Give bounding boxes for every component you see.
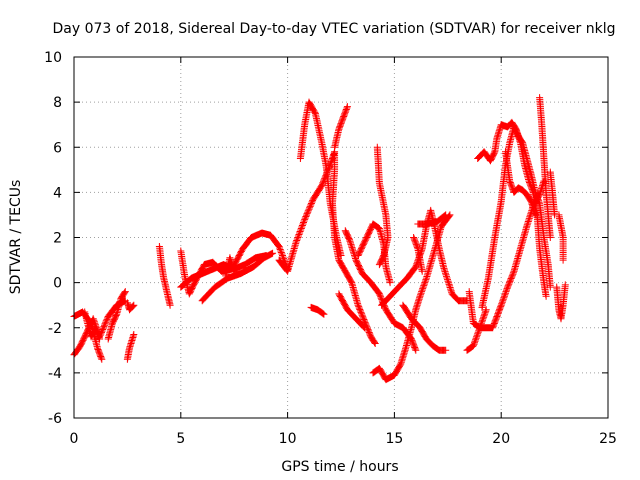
data-track — [410, 234, 426, 275]
y-tick-label: 0 — [53, 276, 62, 292]
data-points — [70, 94, 569, 384]
data-point-markers — [373, 143, 392, 269]
data-point-markers — [155, 243, 174, 309]
x-tick-label: 15 — [385, 431, 403, 447]
y-tick-label: 10 — [44, 50, 62, 66]
data-point-markers — [331, 103, 351, 151]
y-tick-label: -2 — [48, 321, 62, 337]
data-track — [222, 254, 238, 280]
y-tick-label: 6 — [53, 140, 62, 156]
y-tick-label: 8 — [53, 95, 62, 111]
y-tick-label: -6 — [48, 411, 62, 427]
grid-lines — [74, 57, 608, 418]
data-point-markers — [296, 98, 345, 259]
data-track — [478, 123, 554, 311]
data-track — [536, 94, 554, 241]
data-track — [155, 243, 174, 309]
data-point-markers — [546, 168, 559, 219]
data-point-markers — [555, 211, 567, 264]
data-point-markers — [222, 254, 238, 280]
data-track — [546, 168, 559, 219]
data-track — [81, 308, 104, 343]
x-tick-label: 10 — [279, 431, 297, 447]
x-tick-label: 0 — [70, 431, 79, 447]
data-track — [399, 301, 450, 354]
data-track — [369, 211, 454, 384]
data-point-markers — [123, 299, 138, 314]
data-point-markers — [123, 331, 138, 363]
data-track — [104, 288, 129, 343]
data-track — [414, 211, 450, 228]
x-axis-label: GPS time / hours — [281, 459, 398, 475]
data-track — [331, 103, 351, 151]
data-track — [502, 148, 539, 219]
x-tick-label: 20 — [492, 431, 510, 447]
data-track — [373, 143, 392, 269]
y-axis-label: SDTVAR / TECUs — [8, 180, 24, 295]
x-tick-label: 5 — [176, 431, 185, 447]
data-track — [555, 211, 567, 264]
data-point-markers — [369, 211, 454, 384]
data-track — [553, 281, 569, 323]
data-track — [307, 303, 328, 318]
data-point-markers — [335, 290, 368, 332]
y-tick-label: 4 — [53, 185, 62, 201]
data-point-markers — [536, 94, 554, 241]
data-track — [335, 290, 368, 332]
y-tick-label: -4 — [48, 366, 62, 382]
chart-title: Day 073 of 2018, Sidereal Day-to-day VTE… — [53, 21, 616, 37]
data-point-markers — [502, 148, 539, 219]
data-point-markers — [410, 234, 426, 275]
data-track — [296, 98, 345, 259]
y-tick-label: 2 — [53, 231, 62, 247]
data-point-markers — [307, 303, 328, 318]
axis-ticks: 0 5 10 15 20 25 -6 -4 -2 0 2 4 6 8 10 — [44, 50, 617, 447]
data-point-markers — [414, 211, 450, 228]
data-track — [123, 299, 138, 314]
data-point-markers — [399, 301, 450, 354]
data-track — [123, 331, 138, 363]
data-point-markers — [81, 308, 104, 343]
data-track — [177, 229, 292, 298]
data-point-markers — [478, 123, 554, 311]
data-point-markers — [553, 281, 569, 323]
x-tick-label: 25 — [599, 431, 617, 447]
data-point-markers — [104, 288, 129, 343]
data-point-markers — [198, 249, 277, 305]
data-track — [198, 249, 277, 305]
data-point-markers — [177, 229, 292, 298]
